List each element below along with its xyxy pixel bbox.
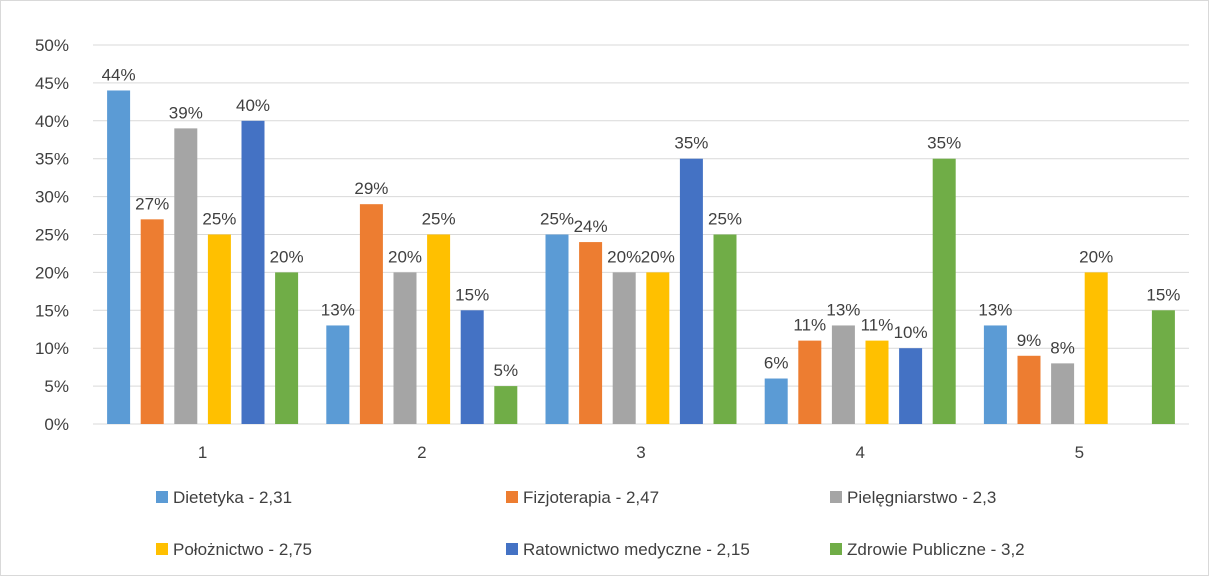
- x-axis-ticks: 1 2 3 4 5: [198, 443, 1084, 462]
- x-tick-label: 3: [636, 443, 645, 462]
- bar: [764, 378, 788, 424]
- bar: [865, 340, 889, 424]
- y-tick-label: 35%: [35, 150, 69, 169]
- data-label: 25%: [708, 210, 742, 229]
- data-label: 11%: [861, 316, 894, 335]
- data-label: 29%: [354, 179, 388, 198]
- data-label: 13%: [826, 300, 860, 319]
- bar: [359, 204, 383, 424]
- bar: [207, 234, 231, 424]
- data-label: 44%: [102, 65, 136, 84]
- y-tick-label: 0%: [44, 415, 69, 434]
- y-tick-label: 25%: [35, 226, 69, 245]
- bar: [460, 310, 484, 424]
- bar: [612, 272, 636, 424]
- y-tick-label: 10%: [35, 339, 69, 358]
- data-label: 10%: [894, 323, 928, 342]
- data-label: 20%: [270, 247, 304, 266]
- bar: [713, 234, 737, 424]
- data-label: 27%: [135, 194, 169, 213]
- data-label: 35%: [927, 134, 961, 153]
- bar: [1017, 355, 1041, 424]
- data-label: 15%: [1146, 285, 1180, 304]
- data-label: 20%: [607, 247, 641, 266]
- legend-swatch: [506, 543, 518, 555]
- y-tick-label: 20%: [35, 263, 69, 282]
- y-tick-label: 45%: [35, 74, 69, 93]
- data-label: 39%: [169, 103, 203, 122]
- y-tick-label: 5%: [44, 377, 69, 396]
- data-label: 6%: [764, 354, 789, 373]
- data-label: 15%: [455, 285, 489, 304]
- bar: [798, 340, 822, 424]
- data-label: 25%: [202, 210, 236, 229]
- bar: [107, 90, 131, 424]
- x-tick-label: 4: [855, 443, 864, 462]
- bar: [932, 158, 956, 424]
- y-tick-label: 40%: [35, 112, 69, 131]
- bar: [899, 348, 923, 424]
- data-label: 25%: [422, 210, 456, 229]
- bar: [494, 386, 518, 424]
- bar: [174, 128, 198, 424]
- bar: [427, 234, 451, 424]
- legend-swatch: [830, 491, 842, 503]
- data-label: 20%: [641, 247, 675, 266]
- bar: [241, 120, 265, 425]
- bars: [107, 90, 1175, 425]
- data-label: 13%: [978, 300, 1012, 319]
- bar: [326, 325, 350, 424]
- x-tick-label: 1: [198, 443, 207, 462]
- x-tick-label: 2: [417, 443, 426, 462]
- bar: [646, 272, 670, 424]
- data-label: 35%: [674, 134, 708, 153]
- x-tick-label: 5: [1075, 443, 1084, 462]
- data-label: 9%: [1017, 331, 1042, 350]
- legend-label: Ratownictwo medyczne - 2,15: [523, 540, 750, 559]
- bar: [1051, 363, 1075, 424]
- bar: [275, 272, 299, 424]
- legend-swatch: [506, 491, 518, 503]
- data-label: 25%: [540, 210, 574, 229]
- data-label: 13%: [321, 300, 355, 319]
- y-tick-label: 15%: [35, 301, 69, 320]
- y-tick-label: 30%: [35, 188, 69, 207]
- data-label: 11%: [793, 316, 826, 335]
- legend-label: Fizjoterapia - 2,47: [523, 488, 659, 507]
- data-label: 5%: [494, 361, 519, 380]
- y-axis-ticks: 0% 5% 10% 15% 20% 25% 30% 35% 40% 45% 50%: [35, 36, 69, 434]
- legend: Dietetyka - 2,31 Fizjoterapia - 2,47 Pielę…: [156, 488, 1025, 559]
- bar: [140, 219, 164, 424]
- data-label: 20%: [388, 247, 422, 266]
- data-label: 20%: [1079, 247, 1113, 266]
- legend-swatch: [156, 491, 168, 503]
- legend-swatch: [830, 543, 842, 555]
- bar: [1084, 272, 1108, 424]
- bar: [983, 325, 1007, 424]
- data-labels: 44%27%39%25%40%20%13%29%20%25%15%5%25% 24…: [102, 65, 1181, 380]
- bar: [1151, 310, 1175, 424]
- bar: [579, 242, 603, 424]
- y-tick-label: 50%: [35, 36, 69, 55]
- bar: [393, 272, 417, 424]
- data-label: 40%: [236, 96, 270, 115]
- data-label: 24%: [574, 217, 608, 236]
- data-label: 8%: [1050, 338, 1075, 357]
- legend-swatch: [156, 543, 168, 555]
- legend-label: Położnictwo - 2,75: [173, 540, 312, 559]
- bar: [679, 158, 703, 424]
- bar: [545, 234, 569, 424]
- legend-label: Pielęgniarstwo - 2,3: [847, 488, 996, 507]
- bar: [831, 325, 855, 424]
- legend-label: Dietetyka - 2,31: [173, 488, 292, 507]
- legend-label: Zdrowie Publiczne - 3,2: [847, 540, 1025, 559]
